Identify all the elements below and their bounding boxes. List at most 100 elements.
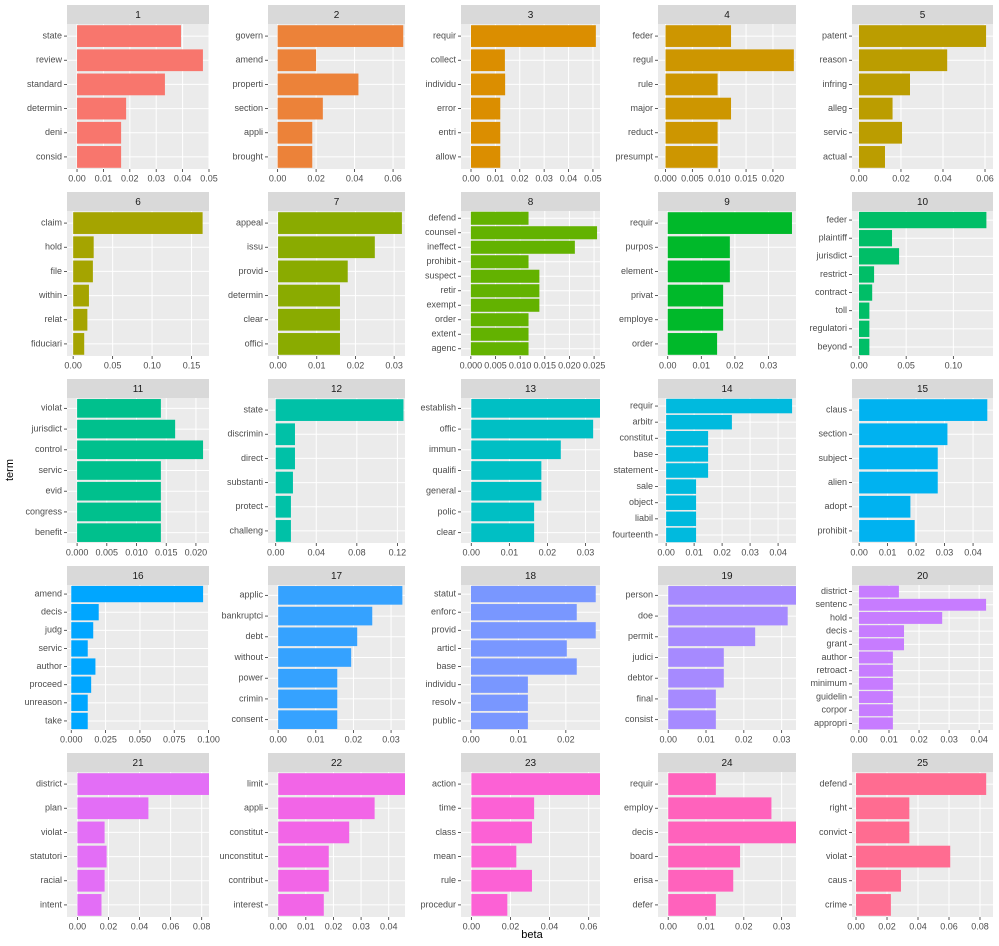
y-tick-label: retroact [816, 665, 847, 675]
bar [470, 604, 577, 621]
bar [858, 691, 893, 703]
x-tick-label: 0.00 [659, 360, 677, 370]
y-tick-label: plaintiff [819, 233, 848, 243]
x-tick-label: 0.01 [697, 921, 715, 931]
x-tick-label: 0.10 [945, 360, 963, 370]
x-tick-label: 0.03 [773, 734, 791, 744]
bar [858, 338, 870, 356]
x-tick-label: 0.020 [762, 173, 785, 183]
bar [858, 704, 893, 717]
x-tick-label: 0.00 [64, 360, 82, 370]
y-tick-label: general [426, 486, 456, 496]
bar [277, 121, 313, 144]
y-tick-label: protect [235, 501, 263, 511]
bar [470, 269, 540, 283]
y-tick-label: properti [232, 79, 263, 89]
y-tick-label: take [45, 715, 62, 725]
y-tick-label: prohibit [817, 525, 847, 535]
y-tick-label: evid [45, 486, 62, 496]
panel-title: 10 [917, 197, 929, 208]
strip [852, 192, 993, 211]
bar [278, 586, 403, 605]
y-tick-label: feder [632, 30, 653, 40]
bar [470, 640, 567, 657]
x-tick-label: 0.00 [657, 547, 675, 557]
x-tick-label: 0.03 [760, 360, 778, 370]
bar [471, 773, 600, 795]
bar [858, 97, 893, 120]
y-tick-label: hold [830, 612, 847, 622]
y-tick-label: requir [630, 400, 653, 410]
bar [278, 284, 340, 307]
x-tick-label: 0.08 [971, 921, 989, 931]
bar [278, 308, 340, 331]
strip [268, 379, 405, 398]
y-tick-label: constitut [229, 827, 263, 837]
bar [858, 320, 870, 337]
bar [668, 894, 716, 916]
y-tick-label: extent [431, 329, 456, 339]
x-tick-label: 0.00 [659, 921, 677, 931]
bar [77, 25, 182, 47]
x-tick-label: 0.00 [69, 921, 87, 931]
x-tick-label: 0.010 [509, 360, 532, 370]
y-tick-label: board [630, 851, 653, 861]
x-tick-label: 0.05 [584, 173, 602, 183]
x-tick-label: 0.02 [735, 734, 753, 744]
x-tick-label: 0.02 [878, 921, 896, 931]
strip [67, 566, 209, 585]
x-tick-label: 0.01 [685, 547, 703, 557]
y-tick-label: crimin [239, 693, 263, 703]
panel-title: 20 [917, 571, 929, 582]
bar [470, 255, 529, 269]
bar [666, 414, 732, 430]
y-tick-label: district [821, 586, 848, 596]
strip [461, 753, 600, 772]
bar [73, 308, 88, 331]
x-axis-title: beta [521, 929, 543, 941]
bar [77, 845, 107, 868]
x-tick-label: 0.00 [463, 921, 481, 931]
bar [858, 121, 903, 144]
x-tick-label: 0.00 [847, 921, 865, 931]
x-tick-label: 0.01 [693, 360, 711, 370]
y-tick-label: fourteenth [612, 529, 653, 539]
bar [470, 146, 501, 168]
bar [278, 821, 350, 844]
bar [277, 49, 317, 72]
x-tick-label: 0.015 [735, 173, 758, 183]
x-tick-label: 0.00 [462, 734, 480, 744]
y-tick-label: action [432, 778, 456, 788]
y-tick-label: violat [41, 827, 63, 837]
bar [470, 97, 501, 120]
bar [666, 479, 697, 494]
y-tick-label: person [625, 590, 653, 600]
y-tick-label: employ [624, 803, 654, 813]
x-tick-label: 0.03 [535, 173, 553, 183]
y-tick-label: ineffect [427, 242, 456, 252]
y-tick-label: employe [619, 314, 653, 324]
x-tick-label: 0.03 [382, 734, 400, 744]
x-tick-label: 0.03 [385, 360, 403, 370]
bar [73, 284, 89, 307]
bar [77, 773, 210, 795]
y-tick-label: state [243, 404, 263, 414]
bar [71, 640, 88, 657]
bar [470, 712, 528, 730]
y-tick-label: consist [625, 714, 654, 724]
bar [858, 598, 987, 611]
y-tick-label: reduct [628, 127, 654, 137]
panel-background [461, 24, 600, 169]
x-tick-label: 0.06 [384, 173, 402, 183]
y-tick-label: control [35, 444, 62, 454]
y-tick-label: requir [630, 778, 653, 788]
y-tick-label: brought [232, 151, 263, 161]
y-tick-label: deni [45, 127, 62, 137]
bar [665, 97, 732, 120]
x-tick-label: 0.02 [511, 173, 529, 183]
x-tick-label: 0.02 [735, 921, 753, 931]
bar [858, 49, 948, 72]
bar [277, 73, 359, 96]
strip [852, 379, 993, 398]
x-tick-label: 0.025 [94, 734, 117, 744]
